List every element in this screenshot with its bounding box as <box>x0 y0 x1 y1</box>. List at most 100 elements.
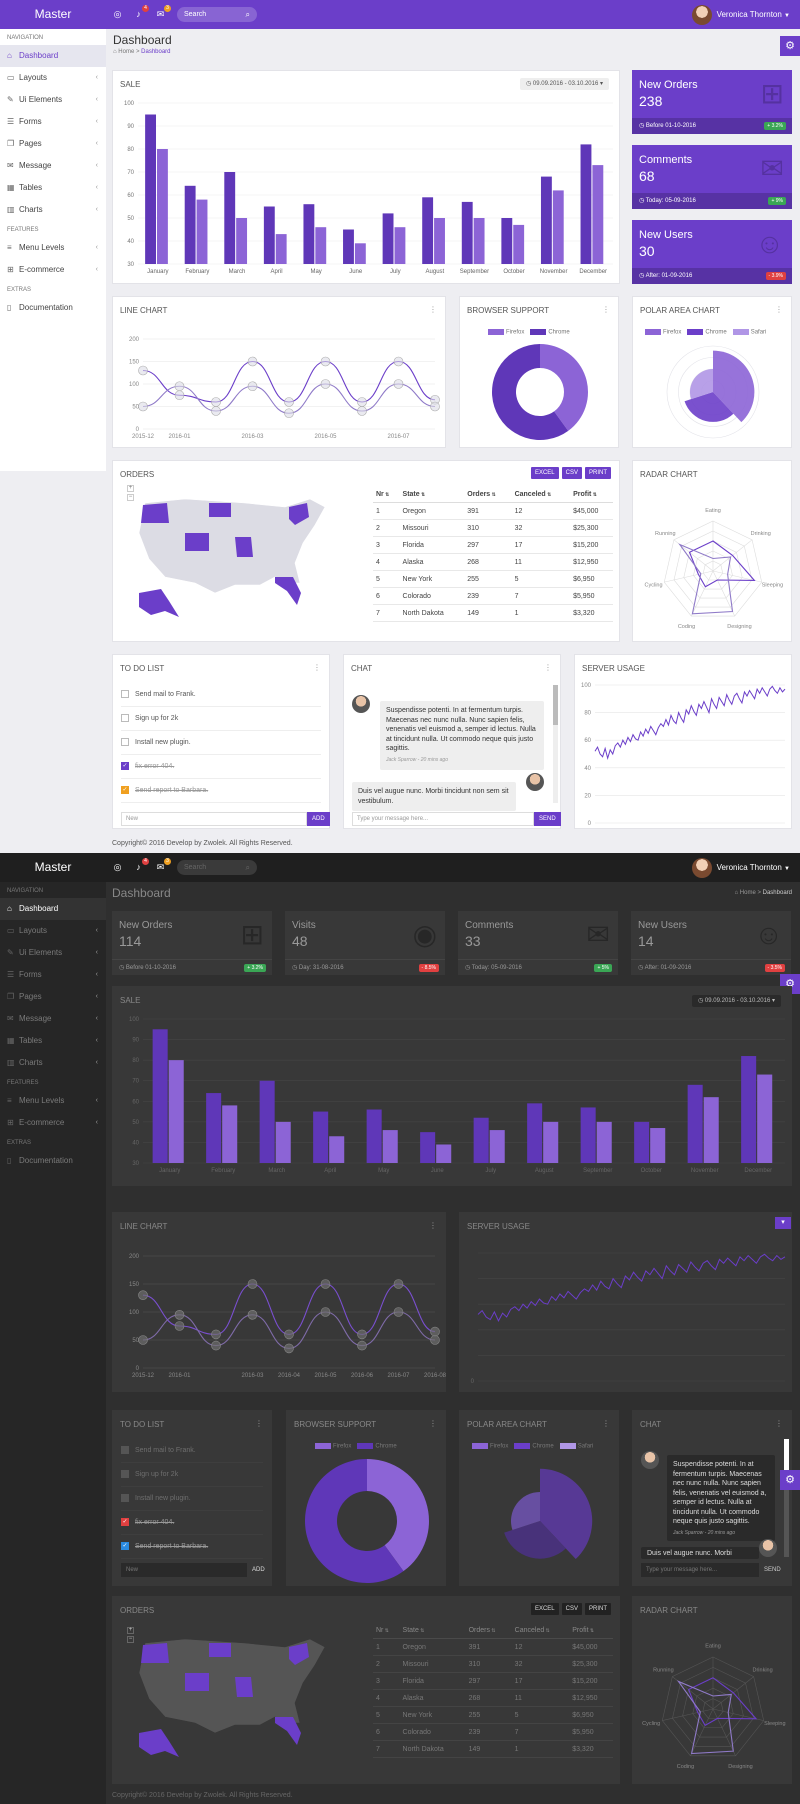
sidebar-item-tables[interactable]: ▦ Tables ‹ <box>0 177 106 199</box>
sidebar-item-forms[interactable]: ☰ Forms ‹ <box>0 964 106 986</box>
bell-icon[interactable]: ♪ 4 <box>133 858 149 873</box>
sort-icon[interactable]: ⇅ <box>418 1628 425 1634</box>
date-range-picker[interactable]: ◷ 09.09.2016 - 03.10.2016 ▾ <box>692 995 781 1007</box>
gear-icon[interactable]: ⚙ <box>780 1470 800 1490</box>
breadcrumb-home[interactable]: Home <box>739 890 756 896</box>
checkbox[interactable]: ✓ <box>121 1518 129 1527</box>
chat-scrollbar[interactable] <box>553 685 558 803</box>
todo-input[interactable]: New <box>121 1563 247 1577</box>
table-row[interactable]: 4 Alaska 268 11 $12,950 <box>373 553 613 571</box>
chat-input[interactable]: Type your message here... <box>352 812 534 826</box>
bell-icon[interactable]: ♪ 4 <box>133 5 149 20</box>
user-menu[interactable]: Veronica Thornton ▼ <box>691 0 790 29</box>
checkbox[interactable]: ✓ <box>121 762 129 771</box>
sort-icon[interactable]: ⇅ <box>489 1628 496 1634</box>
zoom-out-icon[interactable]: − <box>127 1636 134 1643</box>
column-header-canceled[interactable]: Canceled ⇅ <box>511 487 571 503</box>
more-options-icon[interactable]: ⋮ <box>313 663 321 672</box>
table-row[interactable]: 4 Alaska 268 11 $12,950 <box>373 1689 613 1707</box>
table-row[interactable]: 1 Oregon 391 12 $45,000 <box>373 502 613 520</box>
sidebar-item-e-commerce[interactable]: ⊞ E-commerce ‹ <box>0 1112 106 1134</box>
column-header-state[interactable]: State ⇅ <box>399 487 465 503</box>
table-row[interactable]: 2 Missouri 310 32 $25,300 <box>373 519 613 537</box>
zoom-in-icon[interactable]: + <box>127 1627 134 1634</box>
table-row[interactable]: 5 New York 255 5 $6,950 <box>373 570 613 588</box>
table-row[interactable]: 6 Colorado 239 7 $5,950 <box>373 587 613 605</box>
more-options-icon[interactable]: ⋮ <box>602 305 610 314</box>
sort-icon[interactable]: ⇅ <box>383 492 390 498</box>
csv-button[interactable]: CSV <box>561 467 582 479</box>
search-icon[interactable]: ⌕ <box>245 863 250 872</box>
excel-button[interactable]: EXCEL <box>530 467 559 479</box>
sort-icon[interactable]: ⇅ <box>383 1628 389 1634</box>
sidebar-item-ui-elements[interactable]: ✎ Ui Elements ‹ <box>0 942 106 964</box>
csv-button[interactable]: CSV <box>561 1603 582 1615</box>
column-header-orders[interactable]: Orders ⇅ <box>464 487 512 503</box>
todo-item[interactable]: Sign up for 2k <box>121 707 321 731</box>
table-row[interactable]: 1 Oregon 391 12 $45,000 <box>373 1638 613 1656</box>
brand-logo[interactable]: Master <box>34 860 72 874</box>
sort-icon[interactable]: ⇅ <box>544 1628 550 1634</box>
table-row[interactable]: 5 New York 255 5 $6,950 <box>373 1706 613 1724</box>
chat-input[interactable]: Type your message here... <box>641 1563 759 1577</box>
add-button[interactable]: ADD <box>307 812 330 826</box>
print-button[interactable]: PRINT <box>585 467 611 479</box>
search-input[interactable]: Search ⌕ <box>177 7 257 22</box>
more-options-icon[interactable]: ⋮ <box>775 305 783 314</box>
sidebar-item-dashboard[interactable]: ⌂ Dashboard <box>0 898 106 920</box>
todo-input[interactable]: New <box>121 812 307 826</box>
brand-logo[interactable]: Master <box>34 7 72 21</box>
sort-icon[interactable]: ⇅ <box>545 492 552 498</box>
gear-icon[interactable]: ⚙ <box>780 36 800 56</box>
column-header-nr[interactable]: Nr ⇅ <box>373 1623 400 1639</box>
globe-icon[interactable]: ◎ <box>113 9 122 19</box>
more-options-icon[interactable]: ⋮ <box>429 1221 437 1230</box>
table-row[interactable]: 3 Florida 297 17 $15,200 <box>373 1672 613 1690</box>
sidebar-item-forms[interactable]: ☰ Forms ‹ <box>0 111 106 133</box>
checkbox[interactable] <box>121 1446 129 1455</box>
sidebar-item-charts[interactable]: ▥ Charts ‹ <box>0 199 106 221</box>
more-options-icon[interactable]: ⋮ <box>429 305 437 314</box>
sidebar-item-ui-elements[interactable]: ✎ Ui Elements ‹ <box>0 89 106 111</box>
sort-icon[interactable]: ⇅ <box>419 492 426 498</box>
sort-icon[interactable]: ⇅ <box>588 1628 595 1634</box>
sidebar-item-documentation[interactable]: ▯ Documentation <box>0 297 106 319</box>
checkbox[interactable] <box>121 690 129 699</box>
sort-icon[interactable]: ⇅ <box>591 492 597 498</box>
checkbox[interactable]: ✓ <box>121 1542 129 1551</box>
search-icon[interactable]: ⌕ <box>245 10 250 19</box>
zoom-out-icon[interactable]: − <box>127 494 134 501</box>
column-header-profit[interactable]: Profit ⇅ <box>569 1623 613 1639</box>
table-row[interactable]: 2 Missouri 310 32 $25,300 <box>373 1655 613 1673</box>
todo-item[interactable]: ✓ fix error 404. <box>121 1511 263 1535</box>
table-row[interactable]: 6 Colorado 239 7 $5,950 <box>373 1723 613 1741</box>
globe-icon[interactable]: ◎ <box>113 862 122 872</box>
chevron-down-icon[interactable]: ▾ <box>775 1217 791 1229</box>
sort-icon[interactable]: ⇅ <box>490 492 496 498</box>
checkbox[interactable] <box>121 1470 129 1479</box>
sidebar-item-pages[interactable]: ❐ Pages ‹ <box>0 986 106 1008</box>
sidebar-item-message[interactable]: ✉ Message ‹ <box>0 155 106 177</box>
send-button[interactable]: SEND <box>764 1567 781 1573</box>
more-options-icon[interactable]: ⋮ <box>602 1419 610 1428</box>
more-options-icon[interactable]: ⋮ <box>429 1419 437 1428</box>
checkbox[interactable] <box>121 1494 129 1503</box>
envelope-icon[interactable]: ✉ 3 <box>155 5 171 20</box>
column-header-canceled[interactable]: Canceled ⇅ <box>511 1623 570 1639</box>
sidebar-item-menu-levels[interactable]: ≡ Menu Levels ‹ <box>0 1090 106 1112</box>
sidebar-item-layouts[interactable]: ▭ Layouts ‹ <box>0 920 106 942</box>
sidebar-item-e-commerce[interactable]: ⊞ E-commerce ‹ <box>0 259 106 281</box>
user-menu[interactable]: Veronica Thornton ▼ <box>691 853 790 882</box>
todo-item[interactable]: ✓ Send report to Barbara. <box>121 1535 263 1559</box>
sidebar-item-charts[interactable]: ▥ Charts ‹ <box>0 1052 106 1074</box>
send-button[interactable]: SEND <box>534 812 561 826</box>
sidebar-item-layouts[interactable]: ▭ Layouts ‹ <box>0 67 106 89</box>
envelope-icon[interactable]: ✉ 3 <box>155 858 171 873</box>
table-row[interactable]: 3 Florida 297 17 $15,200 <box>373 536 613 554</box>
column-header-state[interactable]: State ⇅ <box>399 1623 466 1639</box>
sidebar-item-pages[interactable]: ❐ Pages ‹ <box>0 133 106 155</box>
todo-item[interactable]: Send mail to Frank. <box>121 1439 263 1463</box>
sidebar-item-tables[interactable]: ▦ Tables ‹ <box>0 1030 106 1052</box>
column-header-profit[interactable]: Profit ⇅ <box>570 487 613 503</box>
excel-button[interactable]: EXCEL <box>530 1603 559 1615</box>
